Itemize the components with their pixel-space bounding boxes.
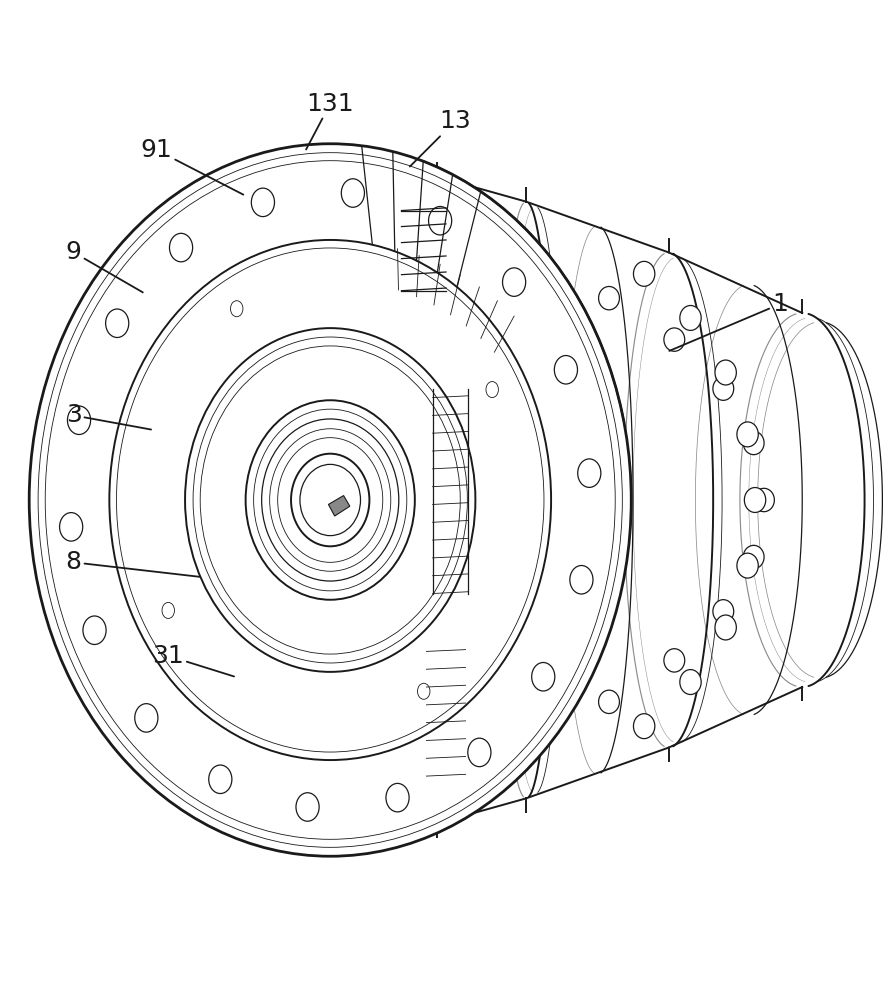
Text: 13: 13 bbox=[409, 109, 471, 167]
Text: 8: 8 bbox=[66, 550, 200, 577]
Ellipse shape bbox=[169, 233, 193, 262]
Ellipse shape bbox=[743, 431, 764, 455]
Ellipse shape bbox=[245, 400, 415, 600]
Ellipse shape bbox=[105, 309, 128, 338]
Ellipse shape bbox=[372, 270, 388, 290]
Ellipse shape bbox=[162, 602, 175, 618]
Ellipse shape bbox=[599, 286, 619, 310]
Ellipse shape bbox=[743, 545, 764, 569]
Ellipse shape bbox=[502, 268, 525, 296]
Ellipse shape bbox=[554, 356, 577, 384]
Ellipse shape bbox=[386, 783, 409, 812]
Ellipse shape bbox=[744, 488, 765, 512]
Ellipse shape bbox=[185, 328, 475, 672]
Ellipse shape bbox=[532, 662, 555, 691]
Ellipse shape bbox=[230, 301, 243, 317]
Ellipse shape bbox=[417, 683, 430, 699]
Ellipse shape bbox=[209, 765, 232, 794]
Ellipse shape bbox=[136, 549, 153, 569]
Text: 91: 91 bbox=[141, 138, 244, 195]
Ellipse shape bbox=[737, 422, 758, 447]
Ellipse shape bbox=[110, 240, 551, 760]
Ellipse shape bbox=[60, 513, 83, 541]
Ellipse shape bbox=[467, 738, 491, 767]
Ellipse shape bbox=[291, 454, 369, 546]
Ellipse shape bbox=[458, 651, 475, 671]
Ellipse shape bbox=[664, 649, 685, 672]
Ellipse shape bbox=[680, 670, 701, 695]
Ellipse shape bbox=[508, 431, 524, 451]
Ellipse shape bbox=[342, 179, 365, 207]
Ellipse shape bbox=[272, 710, 288, 730]
Ellipse shape bbox=[713, 600, 734, 623]
Ellipse shape bbox=[680, 305, 701, 330]
Text: 9: 9 bbox=[66, 240, 143, 292]
Ellipse shape bbox=[428, 206, 451, 235]
Ellipse shape bbox=[83, 616, 106, 644]
Ellipse shape bbox=[296, 793, 319, 821]
Text: 131: 131 bbox=[306, 92, 354, 150]
Text: 1: 1 bbox=[669, 292, 788, 351]
Ellipse shape bbox=[252, 188, 275, 217]
Ellipse shape bbox=[715, 360, 736, 385]
Ellipse shape bbox=[715, 615, 736, 640]
Ellipse shape bbox=[633, 714, 655, 739]
Ellipse shape bbox=[578, 459, 601, 487]
Ellipse shape bbox=[633, 261, 655, 286]
Ellipse shape bbox=[186, 329, 202, 349]
Ellipse shape bbox=[135, 704, 158, 732]
Text: 3: 3 bbox=[66, 403, 151, 430]
Ellipse shape bbox=[29, 144, 632, 856]
Ellipse shape bbox=[754, 488, 774, 512]
Text: 31: 31 bbox=[153, 644, 234, 676]
Ellipse shape bbox=[486, 382, 499, 398]
Ellipse shape bbox=[737, 553, 758, 578]
Ellipse shape bbox=[713, 377, 734, 400]
Ellipse shape bbox=[599, 690, 619, 714]
Polygon shape bbox=[328, 496, 350, 516]
Ellipse shape bbox=[664, 328, 685, 351]
Ellipse shape bbox=[68, 406, 91, 434]
Ellipse shape bbox=[570, 566, 593, 594]
